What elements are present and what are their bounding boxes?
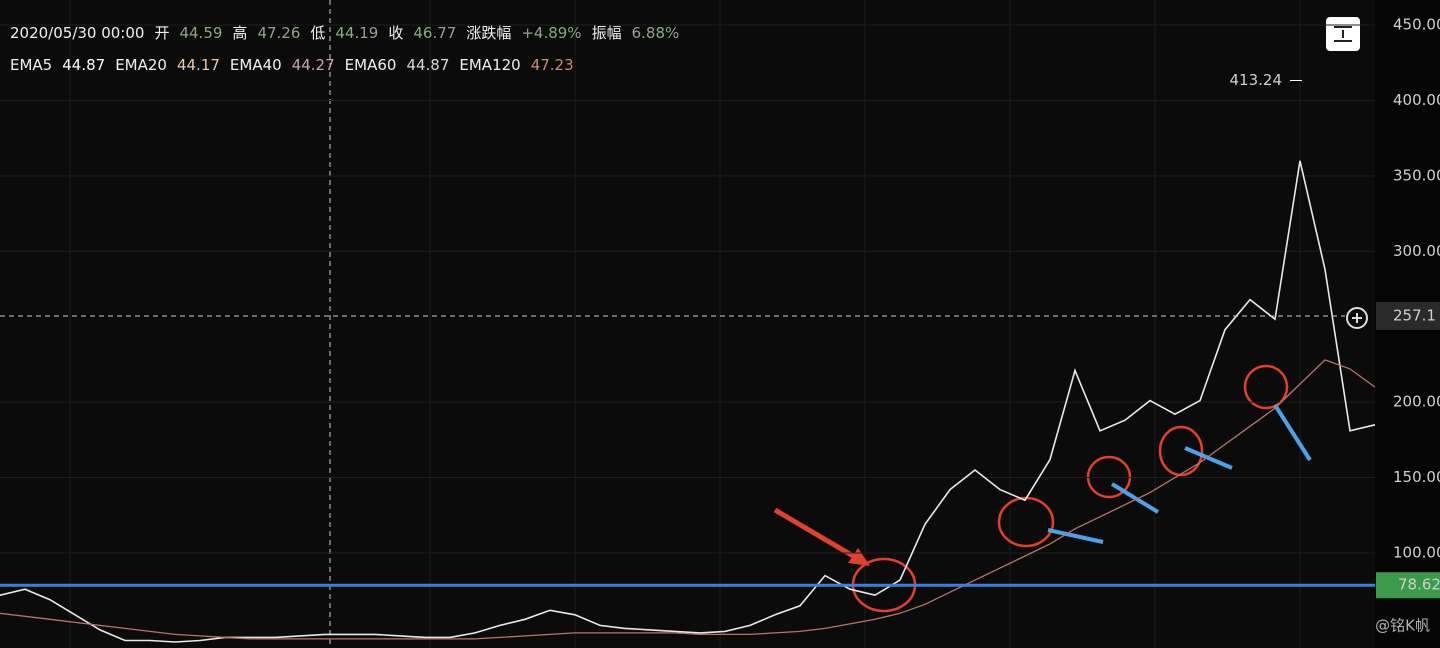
field-name: 振幅 bbox=[591, 24, 622, 42]
crosshair-label: 257.1 bbox=[1393, 307, 1436, 325]
y-tick-label: 150.00 bbox=[1393, 468, 1440, 486]
ema-value: 44.87 bbox=[62, 56, 106, 74]
add-button[interactable] bbox=[1346, 307, 1368, 329]
v-grid bbox=[69, 0, 1301, 648]
layout-icon bbox=[1334, 26, 1352, 42]
red-arrow-head bbox=[848, 548, 870, 566]
y-tick-label: 400.00 bbox=[1393, 91, 1440, 109]
series-line bbox=[0, 359, 1376, 640]
field-value: 6.88% bbox=[631, 24, 680, 42]
y-tick-label: 450.00 bbox=[1393, 16, 1440, 34]
field-name: 低 bbox=[310, 24, 326, 42]
field-value: 46.77 bbox=[413, 24, 457, 42]
ema-name: EMA20 bbox=[115, 56, 167, 74]
red-arrow bbox=[773, 507, 862, 563]
ema-value: 47.23 bbox=[530, 56, 574, 74]
ema-value: 44.17 bbox=[176, 56, 220, 74]
field-value: +4.89% bbox=[521, 24, 582, 42]
level-label: 78.62 bbox=[1398, 576, 1440, 594]
blue-arrows bbox=[1047, 403, 1312, 544]
field-value: 47.26 bbox=[257, 24, 301, 42]
y-tick-label: 100.00 bbox=[1393, 543, 1440, 561]
max-label: 413.24 bbox=[1230, 71, 1283, 89]
ema-name: EMA40 bbox=[229, 56, 282, 74]
crosshair-label-bg bbox=[1376, 302, 1440, 331]
field-name: 收 bbox=[388, 24, 404, 42]
field-value: 44.19 bbox=[335, 24, 379, 42]
ema-row: EMA5 44.87 EMA20 44.17 EMA40 44.27 EMA60 44.87 E… bbox=[10, 56, 584, 74]
y-tick-label: 200.00 bbox=[1393, 393, 1440, 411]
watermark: @铭K帆 bbox=[1375, 617, 1430, 635]
y-tick-label: 350.00 bbox=[1393, 166, 1440, 184]
field-name: 涨跌幅 bbox=[466, 24, 512, 42]
y-tick-label: 300.00 bbox=[1393, 242, 1440, 260]
ema-value: 44.87 bbox=[406, 56, 450, 74]
ema-name: EMA5 bbox=[10, 56, 53, 74]
field-value: 44.59 bbox=[179, 24, 223, 42]
ema-name: EMA60 bbox=[344, 56, 397, 74]
ema-name: EMA120 bbox=[459, 56, 521, 74]
level-label-bg bbox=[1376, 572, 1440, 599]
ohlc-row: 2020/05/30 00:00 开 44.59 高 47.26 低 44.19 收 46.77… bbox=[10, 22, 689, 43]
circles bbox=[851, 364, 1289, 613]
field-name: 高 bbox=[232, 24, 248, 42]
series-line bbox=[0, 160, 1376, 643]
ema-value: 44.27 bbox=[291, 56, 335, 74]
datetime: 2020/05/30 00:00 bbox=[10, 24, 145, 42]
field-name: 开 bbox=[154, 24, 170, 42]
add-icon bbox=[1352, 313, 1362, 323]
